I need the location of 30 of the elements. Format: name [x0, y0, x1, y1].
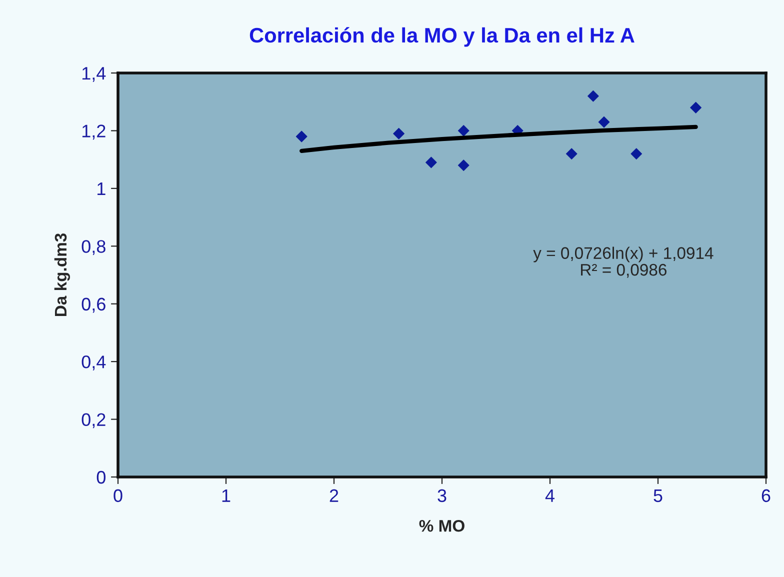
y-tick-label: 1,2: [82, 124, 106, 140]
y-tick-label: 0,8: [82, 240, 106, 255]
x-axis-title: % MO: [419, 520, 464, 532]
point: [566, 148, 578, 160]
line-series: [300, 124, 698, 153]
point: [598, 116, 610, 128]
x-tick-label: 1: [222, 489, 230, 502]
x-tick-label: 6: [762, 489, 770, 502]
point: [426, 156, 437, 168]
chart-title: Correlación de la MO y la Da en el Hz A: [250, 27, 634, 47]
y-tick-label: 0,2: [82, 413, 106, 428]
x-tick-label: 5: [654, 489, 662, 502]
point: [588, 90, 599, 102]
point: [393, 128, 404, 140]
point: [690, 102, 702, 114]
point: [458, 160, 470, 172]
y-axis-title: Da kg.dm3: [54, 233, 70, 316]
point: [296, 130, 308, 142]
y-tick-label: 1,4: [82, 67, 106, 82]
x-tick-label: 3: [438, 489, 446, 502]
y-tick-label: 0,4: [82, 356, 106, 370]
y-tick-label: 0,6: [82, 298, 106, 313]
y-tick-label: 0: [96, 470, 106, 484]
annotation: y = 0,0726ln(x) + 1,0914 R² = 0,0986: [533, 246, 714, 278]
point: [630, 148, 642, 160]
x-tick-label: 2: [330, 489, 338, 502]
y-tick-label: 1: [98, 182, 106, 195]
x-tick-label: 0: [114, 489, 122, 502]
point: [458, 125, 470, 136]
x-tick-label: 4: [545, 489, 554, 502]
